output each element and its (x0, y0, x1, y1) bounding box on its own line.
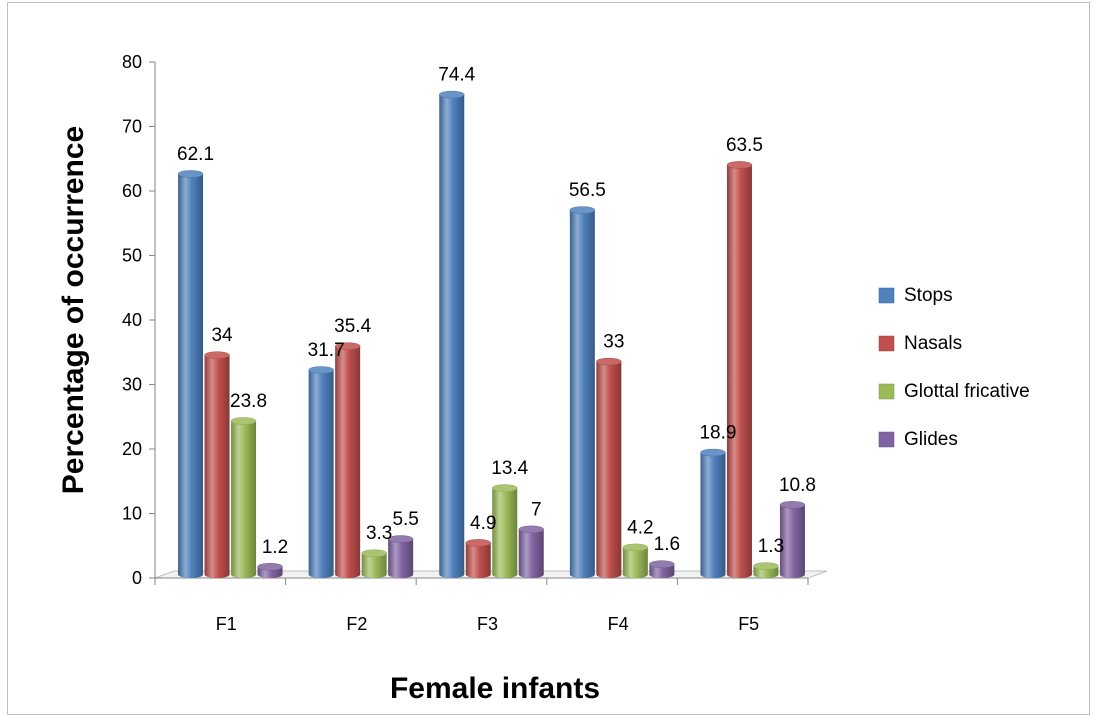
bar-chart: 0 10 20 30 40 50 60 70 80 F1 F2 F3 F4 F5 62.1 34 23.8 1.… (57, 52, 1030, 705)
bar-stops-f3 (439, 90, 465, 579)
bar-nasals-f2 (334, 342, 361, 578)
bar-glottal-fricative-f4 (622, 543, 649, 578)
legend-swatch (878, 335, 895, 352)
bar-nasals-f5 (726, 161, 753, 579)
data-label: 1.6 (654, 534, 680, 555)
legend-swatch (878, 383, 895, 400)
bar-glottal-fricative-f2 (361, 549, 387, 578)
bar-glides-f5 (779, 501, 806, 578)
bar-glides-f3 (518, 525, 544, 578)
chart-area: 0 10 20 30 40 50 60 70 80 F1 F2 F3 F4 F5 62.1 34 23.8 1.… (7, 2, 1090, 715)
y-tick-label: 0 (132, 568, 142, 588)
legend-swatch (878, 431, 895, 448)
data-labels: 62.1 34 23.8 1.2 31.7 35.4 3.35.5 74.4 4.9 13.47 5… (177, 65, 816, 558)
y-tick-label: 80 (122, 52, 142, 72)
y-tick-label: 20 (122, 439, 142, 459)
bar-glottal-fricative-f5 (753, 562, 779, 578)
bar-stops-f2 (308, 366, 334, 578)
y-tick-label: 50 (122, 246, 142, 266)
legend-item-nasals: Nasals (878, 333, 962, 354)
data-label: 10.8 (779, 475, 816, 496)
x-tick-label: F1 (216, 614, 237, 634)
y-tick-label: 70 (122, 117, 142, 137)
y-tick-label: 30 (122, 375, 142, 395)
legend-swatch (878, 287, 895, 304)
data-label: 4.2 (627, 517, 653, 538)
y-tick-label: 60 (122, 181, 142, 201)
bar-nasals-f4 (596, 357, 622, 578)
data-label: 1.2 (262, 537, 288, 558)
data-label: 62.1 (177, 144, 214, 165)
data-label: 13.4 (491, 458, 528, 479)
x-tick-label: F2 (346, 614, 367, 634)
data-label: 31.7 (308, 340, 345, 361)
legend-item-stops: Stops (878, 285, 953, 306)
data-label: 23.8 (230, 391, 267, 412)
bar-stops-f4 (569, 206, 596, 578)
x-axis-title: Female infants (390, 672, 600, 705)
data-label: 63.5 (726, 135, 763, 156)
data-label: 35.4 (334, 316, 371, 337)
legend-label: Stops (904, 285, 953, 306)
legend-item-glottal-fricative: Glottal fricative (878, 381, 1030, 402)
bar-glides-f1 (257, 563, 283, 578)
y-axis-title: Percentage of occurrence (57, 126, 90, 494)
legend-label: Glottal fricative (904, 381, 1030, 402)
data-label: 3.3 (366, 523, 392, 544)
x-tick-label: F3 (477, 614, 498, 634)
data-label: 74.4 (438, 65, 475, 86)
bar-stops-f1 (177, 170, 204, 578)
axes: 0 10 20 30 40 50 60 70 80 F1 F2 F3 F4 F5 (122, 52, 809, 634)
bar-nasals-f3 (465, 539, 491, 578)
data-label: 34 (211, 325, 233, 346)
bar-stops-f5 (700, 448, 726, 578)
x-tick-label: F4 (608, 614, 629, 634)
bar-glides-f4 (649, 560, 675, 578)
bar-glottal-fricative-f1 (230, 417, 257, 578)
bar-glides-f2 (387, 535, 414, 578)
bar-nasals-f1 (204, 351, 230, 578)
y-tick-label: 40 (122, 310, 142, 330)
legend-item-glides: Glides (878, 429, 958, 450)
x-tick-label: F5 (738, 614, 759, 634)
data-label: 4.9 (470, 513, 496, 534)
legend: Stops Nasals Glottal fricative Glides (878, 285, 1030, 450)
data-label: 7 (531, 499, 542, 520)
data-label: 5.5 (392, 509, 418, 530)
legend-label: Nasals (904, 333, 962, 354)
data-label: 18.9 (699, 423, 736, 444)
data-label: 56.5 (569, 180, 606, 201)
data-label: 1.3 (758, 536, 784, 557)
data-label: 33 (603, 332, 624, 353)
y-tick-label: 10 (122, 504, 142, 524)
legend-label: Glides (904, 429, 958, 450)
bar-glottal-fricative-f3 (492, 484, 518, 578)
bars (177, 90, 806, 579)
